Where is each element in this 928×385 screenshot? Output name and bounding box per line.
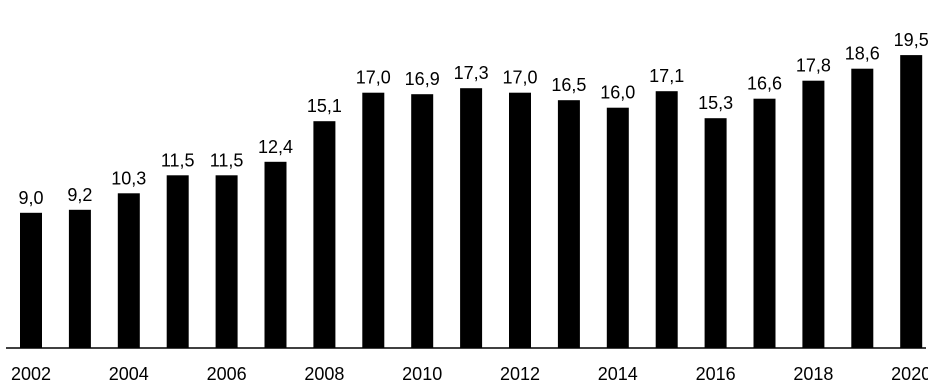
x-tick-label-2004: 2004 <box>109 364 149 384</box>
bars-group <box>20 55 923 348</box>
bar-2017 <box>753 98 776 348</box>
bar-2007 <box>264 161 287 348</box>
x-tick-label-2008: 2008 <box>304 364 344 384</box>
bar-2018 <box>802 80 825 348</box>
bar-2014 <box>606 107 629 348</box>
value-label-2012: 17,0 <box>502 68 537 88</box>
value-label-2015: 17,1 <box>649 66 684 86</box>
value-label-2016: 15,3 <box>698 93 733 113</box>
value-label-2013: 16,5 <box>551 75 586 95</box>
bar-2020 <box>900 55 923 348</box>
value-label-2010: 16,9 <box>405 69 440 89</box>
x-tick-labels-group: 2002 2004 2006 2008 2010 2012 2014 2016 2018 2020 <box>11 364 928 384</box>
x-tick-label-2012: 2012 <box>500 364 540 384</box>
value-label-2002: 9,0 <box>18 188 43 208</box>
x-tick-label-2014: 2014 <box>598 364 638 384</box>
value-label-2014: 16,0 <box>600 83 635 103</box>
x-tick-label-2018: 2018 <box>793 364 833 384</box>
bar-2016 <box>704 118 727 348</box>
x-tick-label-2020: 2020 <box>891 364 928 384</box>
bar-2002 <box>20 212 42 348</box>
bar-2015 <box>655 91 678 348</box>
value-label-2018: 17,8 <box>796 56 831 76</box>
x-tick-label-2002: 2002 <box>11 364 51 384</box>
value-label-2008: 15,1 <box>307 96 342 116</box>
bar-2003 <box>68 209 91 348</box>
bar-2006 <box>215 175 238 348</box>
x-tick-label-2016: 2016 <box>696 364 736 384</box>
bar-2013 <box>557 100 580 348</box>
value-label-2006: 11,5 <box>210 150 244 170</box>
value-label-2005: 11,5 <box>161 150 195 170</box>
value-label-2009: 17,0 <box>356 68 391 88</box>
x-tick-label-2006: 2006 <box>207 364 247 384</box>
value-label-2019: 18,6 <box>845 44 880 64</box>
bar-2011 <box>460 88 483 348</box>
bar-2019 <box>851 68 874 348</box>
x-tick-label-2010: 2010 <box>402 364 442 384</box>
bar-2005 <box>166 175 189 348</box>
value-label-2007: 12,4 <box>258 137 293 157</box>
bar-2009 <box>362 92 385 348</box>
bar-2010 <box>411 94 434 348</box>
bar-2012 <box>509 92 531 348</box>
value-labels-group: 9,0 9,2 10,3 11,5 11,5 12,4 15,1 17,0 16,9 17,3 17… <box>18 30 928 208</box>
bar-2004 <box>117 193 140 348</box>
value-label-2004: 10,3 <box>111 168 146 188</box>
value-label-2003: 9,2 <box>67 185 92 205</box>
value-label-2011: 17,3 <box>454 63 489 83</box>
bar-2008 <box>313 121 336 348</box>
value-label-2017: 16,6 <box>747 74 782 94</box>
value-label-2020: 19,5 <box>894 30 928 50</box>
